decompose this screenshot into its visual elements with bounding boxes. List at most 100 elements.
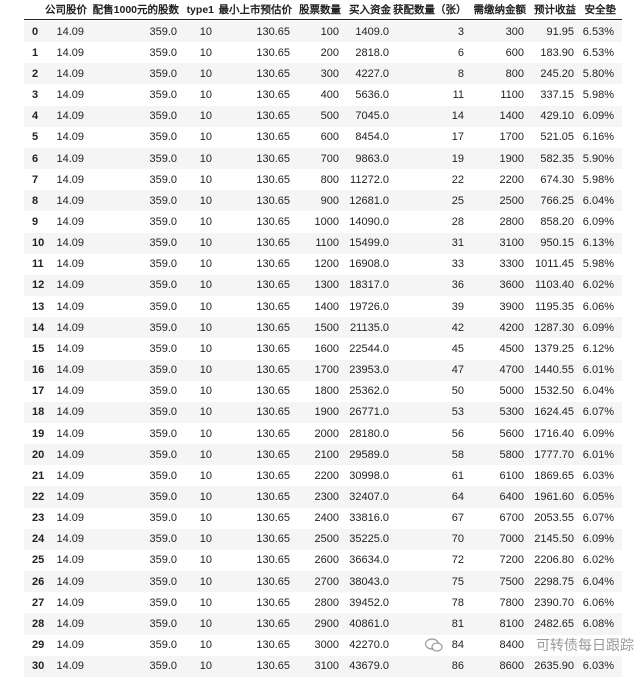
column-header: type1 xyxy=(186,3,214,16)
table-cell: 25 xyxy=(451,194,464,207)
table-cell: 359.0 xyxy=(149,46,177,59)
table-cell: 58 xyxy=(451,448,464,461)
table-cell: 53 xyxy=(451,406,464,419)
table-cell: 130.65 xyxy=(256,258,290,271)
table-cell: 2000 xyxy=(314,427,339,440)
table-cell: 10 xyxy=(199,575,212,588)
table-cell: 6.09% xyxy=(582,215,614,228)
table-cell: 1300 xyxy=(314,279,339,292)
table-row: 0 14.09 359.0 10 130.65 100 1409.0 3 300 91.95 6.5… xyxy=(24,21,622,43)
table-row: 4 14.09 359.0 10 130.65 500 7045.0 14 1400 429.10… xyxy=(24,105,622,127)
table-row: 28 14.09 359.0 10 130.65 2900 40861.0 81 8100 248… xyxy=(24,613,622,635)
table-cell: 12681.0 xyxy=(349,194,389,207)
table-cell: 6.12% xyxy=(582,342,614,355)
table-cell: 84 xyxy=(451,639,464,652)
table-cell: 359.0 xyxy=(149,427,177,440)
column-header: 需缴纳金额 xyxy=(473,4,527,16)
row-index: 19 xyxy=(32,427,45,440)
table-cell: 5.98% xyxy=(582,258,614,271)
table-row: 10 14.09 359.0 10 130.65 1100 15499.0 31 3100 950… xyxy=(24,232,622,254)
table-cell: 28180.0 xyxy=(349,427,389,440)
table-cell: 674.30 xyxy=(540,173,574,186)
table-cell: 359.0 xyxy=(149,173,177,186)
table-cell: 14.09 xyxy=(56,46,84,59)
table-cell: 7500 xyxy=(499,575,524,588)
table-cell: 6.07% xyxy=(582,406,614,419)
table-cell: 14.09 xyxy=(56,575,84,588)
row-index: 13 xyxy=(32,300,45,313)
table-cell: 15499.0 xyxy=(349,237,389,250)
table-cell: 10 xyxy=(199,110,212,123)
table-cell: 130.65 xyxy=(256,364,290,377)
table-cell: 359.0 xyxy=(149,215,177,228)
table-cell: 100 xyxy=(320,25,339,38)
table-cell: 14.09 xyxy=(56,279,84,292)
table-cell: 29589.0 xyxy=(349,448,389,461)
row-index: 4 xyxy=(32,110,39,123)
table-cell: 10 xyxy=(199,173,212,186)
table-cell: 950.15 xyxy=(540,237,574,250)
table-cell: 6.03% xyxy=(582,660,614,673)
table-row: 26 14.09 359.0 10 130.65 2700 38043.0 75 7500 229… xyxy=(24,571,622,593)
table-cell: 30998.0 xyxy=(349,469,389,482)
table-cell: 130.65 xyxy=(256,660,290,673)
table-cell: 2400 xyxy=(314,512,339,525)
table-cell: 130.65 xyxy=(256,469,290,482)
table-cell: 1379.25 xyxy=(534,342,574,355)
table-cell: 359.0 xyxy=(149,89,177,102)
table-cell: 200 xyxy=(320,46,339,59)
table-cell: 6.53% xyxy=(582,46,614,59)
table-row: 20 14.09 359.0 10 130.65 2100 29589.0 58 5800 177… xyxy=(24,444,622,466)
table-cell: 14.09 xyxy=(56,533,84,546)
table-cell: 64 xyxy=(451,491,464,504)
table-cell: 359.0 xyxy=(149,300,177,313)
table-cell: 130.65 xyxy=(256,596,290,609)
row-index: 3 xyxy=(32,89,39,102)
table-cell: 1716.40 xyxy=(534,427,574,440)
row-index: 11 xyxy=(32,258,44,271)
table-cell: 130.65 xyxy=(256,533,290,546)
table-cell: 7000 xyxy=(499,533,524,546)
table-cell: 14.09 xyxy=(56,25,84,38)
table-row: 5 14.09 359.0 10 130.65 600 8454.0 17 1700 521.05… xyxy=(24,127,622,148)
table-cell: 359.0 xyxy=(149,279,177,292)
table-cell: 1000 xyxy=(314,215,339,228)
table-cell: 17 xyxy=(451,131,464,144)
table-cell: 42 xyxy=(451,321,464,334)
table-cell: 359.0 xyxy=(149,512,177,525)
table-cell: 359.0 xyxy=(149,237,177,250)
table-cell: 5.90% xyxy=(582,152,614,165)
table-cell: 130.65 xyxy=(256,173,290,186)
table-cell: 359.0 xyxy=(149,131,177,144)
table-cell: 11 xyxy=(452,89,464,102)
table-cell: 10 xyxy=(199,67,212,80)
table-cell: 28 xyxy=(451,215,464,228)
row-index: 6 xyxy=(32,152,39,165)
table-cell: 130.65 xyxy=(256,321,290,334)
table-cell: 14.09 xyxy=(56,321,84,334)
table-cell: 10 xyxy=(199,279,212,292)
table-cell: 10 xyxy=(199,258,212,271)
table-cell: 8100 xyxy=(499,617,524,630)
table-cell: 6 xyxy=(457,46,464,59)
table-cell: 359.0 xyxy=(149,533,177,546)
table-cell: 245.20 xyxy=(540,67,574,80)
row-index: 18 xyxy=(32,406,45,419)
table-cell: 6.09% xyxy=(582,427,614,440)
table-cell: 56 xyxy=(451,427,464,440)
table-cell: 130.65 xyxy=(256,575,290,588)
table-cell: 2900 xyxy=(314,617,339,630)
table-cell: 6.02% xyxy=(582,554,614,567)
table-cell: 3300 xyxy=(499,258,524,271)
column-header: 安全垫 xyxy=(584,4,617,16)
table-cell: 10 xyxy=(199,321,212,334)
table-cell: 91.95 xyxy=(546,25,574,38)
table-cell: 130.65 xyxy=(256,194,290,207)
table-cell: 25362.0 xyxy=(349,385,389,398)
table-cell: 10 xyxy=(199,364,212,377)
table-cell: 14.09 xyxy=(56,512,84,525)
table-cell: 21135.0 xyxy=(350,321,389,334)
table-cell: 130.65 xyxy=(256,25,290,38)
table-cell: 10 xyxy=(199,533,212,546)
table-cell: 3900 xyxy=(499,300,524,313)
